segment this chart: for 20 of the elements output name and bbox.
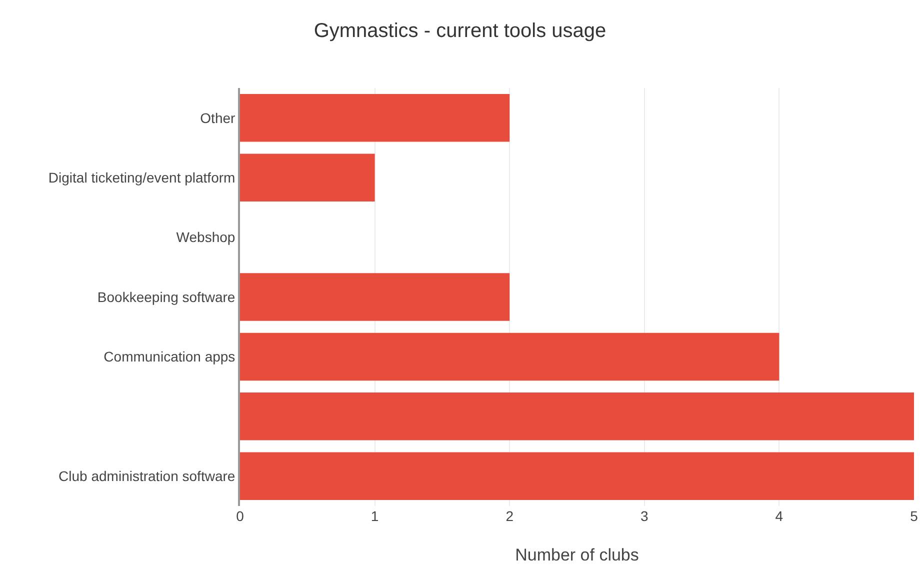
y-tick-label: Bookkeeping software [97,288,236,305]
x-tick-label: 5 [910,508,918,524]
x-tick-label: 0 [236,508,244,524]
chart-title: Gymnastics - current tools usage [314,20,606,42]
bar [240,94,510,142]
y-tick-label: Communication apps [104,348,236,365]
bar [240,273,510,321]
y-tick-label: Other [200,110,236,126]
x-axis-title: Number of clubs [515,545,639,564]
x-tick-label: 2 [506,508,514,524]
y-tick-label: Club administration software [58,468,236,484]
bar [240,392,914,440]
y-tick-label: Webshop [176,229,236,246]
y-tick-label: Digital ticketing/event platform [48,169,236,186]
bar [240,332,780,381]
bar [240,452,914,500]
x-tick-label: 3 [640,508,648,524]
x-tick-label: 4 [775,508,784,524]
bar [240,154,375,202]
x-tick-label: 1 [370,508,379,524]
